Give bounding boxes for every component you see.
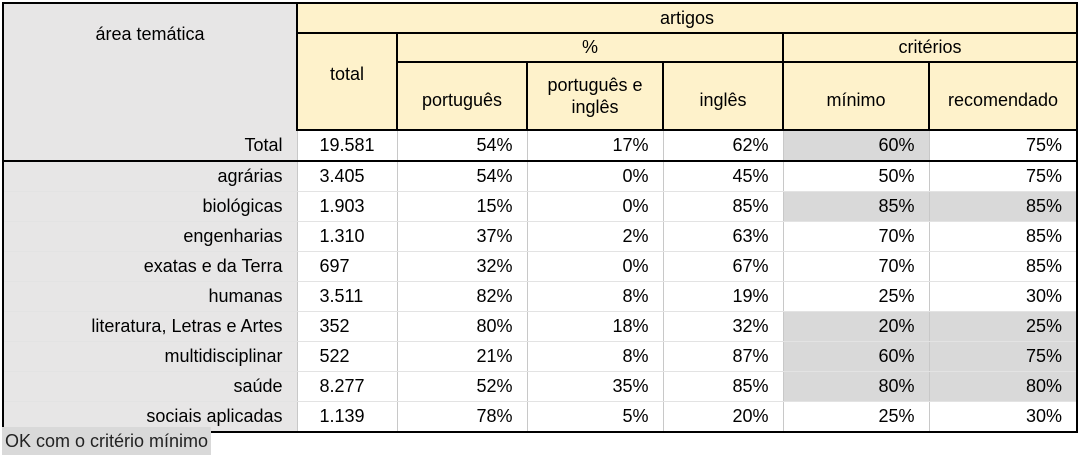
english-cell: 87% bbox=[662, 341, 783, 372]
portuguese-cell: 32% bbox=[396, 251, 527, 282]
area-cell: literatura, Letras e Artes bbox=[2, 311, 297, 342]
table-body: Total 19.581 54% 17% 62% 60% 75% agrárias 3.405 5… bbox=[2, 130, 1079, 433]
english-cell: 45% bbox=[662, 161, 783, 192]
portuguese-cell: 80% bbox=[396, 311, 527, 342]
total-cell: 697 bbox=[296, 251, 397, 282]
area-cell: exatas e da Terra bbox=[2, 251, 297, 282]
minimum-header: mínimo bbox=[782, 62, 929, 131]
english-header: inglês bbox=[662, 62, 783, 131]
recommended-cell: 85% bbox=[928, 251, 1079, 282]
total-cell: 522 bbox=[296, 341, 397, 372]
portuguese-cell: 54% bbox=[396, 161, 527, 192]
recommended-cell: 75% bbox=[928, 130, 1079, 162]
total-cell: 1.310 bbox=[296, 221, 397, 252]
portuguese-english-cell: 5% bbox=[526, 401, 663, 433]
total-row: Total 19.581 54% 17% 62% 60% 75% bbox=[2, 130, 1079, 162]
table-row: saúde 8.277 52% 35% 85% 80% 80% bbox=[2, 371, 1079, 402]
english-cell: 19% bbox=[662, 281, 783, 312]
table-row: engenharias 1.310 37% 2% 63% 70% 85% bbox=[2, 221, 1079, 252]
percent-header: % bbox=[396, 33, 783, 63]
minimum-cell: 60% bbox=[782, 341, 929, 372]
area-cell: Total bbox=[2, 130, 297, 162]
minimum-cell: 25% bbox=[782, 281, 929, 312]
portuguese-english-cell: 2% bbox=[526, 221, 663, 252]
portuguese-english-cell: 18% bbox=[526, 311, 663, 342]
total-header: total bbox=[296, 33, 397, 131]
portuguese-cell: 54% bbox=[396, 130, 527, 162]
english-cell: 67% bbox=[662, 251, 783, 282]
table-row: sociais aplicadas 1.139 78% 5% 20% 25% 30% bbox=[2, 401, 1079, 433]
recommended-cell: 75% bbox=[928, 341, 1079, 372]
minimum-cell: 20% bbox=[782, 311, 929, 342]
minimum-cell: 70% bbox=[782, 251, 929, 282]
portuguese-english-cell: 8% bbox=[526, 341, 663, 372]
legend-ok-minimum: OK com o critério mínimo bbox=[2, 427, 212, 455]
table-row: agrárias 3.405 54% 0% 45% 50% 75% bbox=[2, 161, 1079, 192]
english-cell: 32% bbox=[662, 311, 783, 342]
table-row: humanas 3.511 82% 8% 19% 25% 30% bbox=[2, 281, 1079, 312]
total-cell: 1.139 bbox=[296, 401, 397, 433]
portuguese-cell: 82% bbox=[396, 281, 527, 312]
recommended-cell: 80% bbox=[928, 371, 1079, 402]
recommended-cell: 25% bbox=[928, 311, 1079, 342]
english-cell: 20% bbox=[662, 401, 783, 433]
table-row: biológicas 1.903 15% 0% 85% 85% 85% bbox=[2, 191, 1079, 222]
minimum-cell: 60% bbox=[782, 130, 929, 162]
minimum-cell: 25% bbox=[782, 401, 929, 433]
minimum-cell: 85% bbox=[782, 191, 929, 222]
total-cell: 8.277 bbox=[296, 371, 397, 402]
recommended-cell: 30% bbox=[928, 401, 1079, 433]
total-cell: 3.511 bbox=[296, 281, 397, 312]
articles-header: artigos bbox=[295, 2, 1079, 34]
area-cell: saúde bbox=[2, 371, 297, 402]
criteria-header: critérios bbox=[781, 33, 1079, 63]
portuguese-english-cell: 0% bbox=[526, 161, 663, 192]
portuguese-english-header: português e inglês bbox=[526, 62, 663, 131]
portuguese-english-cell: 0% bbox=[526, 251, 663, 282]
minimum-cell: 50% bbox=[782, 161, 929, 192]
portuguese-cell: 78% bbox=[396, 401, 527, 433]
minimum-cell: 70% bbox=[782, 221, 929, 252]
table-row: literatura, Letras e Artes 352 80% 18% 32% 20… bbox=[2, 311, 1079, 342]
portuguese-english-cell: 17% bbox=[526, 130, 663, 162]
english-cell: 63% bbox=[662, 221, 783, 252]
area-cell: humanas bbox=[2, 281, 297, 312]
recommended-header: recomendado bbox=[927, 62, 1079, 131]
total-cell: 1.903 bbox=[296, 191, 397, 222]
recommended-cell: 85% bbox=[928, 221, 1079, 252]
table-row: exatas e da Terra 697 32% 0% 67% 70% 85% bbox=[2, 251, 1079, 282]
recommended-cell: 30% bbox=[928, 281, 1079, 312]
minimum-cell: 80% bbox=[782, 371, 929, 402]
english-cell: 85% bbox=[662, 371, 783, 402]
english-cell: 85% bbox=[662, 191, 783, 222]
total-cell: 19.581 bbox=[296, 130, 397, 162]
area-cell: agrárias bbox=[2, 161, 297, 192]
area-cell: multidisciplinar bbox=[2, 341, 297, 372]
portuguese-cell: 52% bbox=[396, 371, 527, 402]
articles-table: área temática artigos total % critérios … bbox=[2, 2, 1079, 433]
portuguese-english-cell: 35% bbox=[526, 371, 663, 402]
area-header: área temática bbox=[2, 2, 297, 130]
portuguese-cell: 37% bbox=[396, 221, 527, 252]
portuguese-header: português bbox=[396, 62, 527, 131]
recommended-cell: 85% bbox=[928, 191, 1079, 222]
recommended-cell: 75% bbox=[928, 161, 1079, 192]
english-cell: 62% bbox=[662, 130, 783, 162]
area-cell: biológicas bbox=[2, 191, 297, 222]
total-cell: 3.405 bbox=[296, 161, 397, 192]
table-row: multidisciplinar 522 21% 8% 87% 60% 75% bbox=[2, 341, 1079, 372]
total-cell: 352 bbox=[296, 311, 397, 342]
area-cell: engenharias bbox=[2, 221, 297, 252]
portuguese-cell: 21% bbox=[396, 341, 527, 372]
portuguese-cell: 15% bbox=[396, 191, 527, 222]
portuguese-english-cell: 0% bbox=[526, 191, 663, 222]
portuguese-english-cell: 8% bbox=[526, 281, 663, 312]
